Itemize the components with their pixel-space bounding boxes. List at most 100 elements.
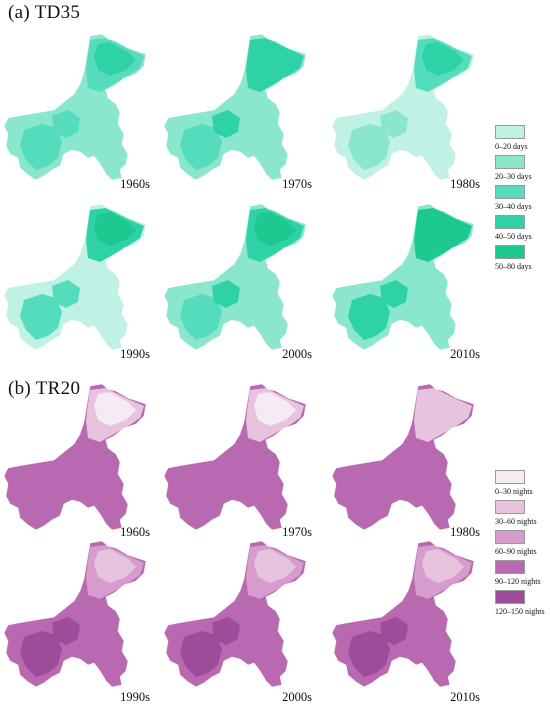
legend-td35: 0–20 days 20–30 days 30–40 days 40–50 da… — [495, 125, 550, 275]
legend-item: 20–30 days — [495, 155, 550, 185]
region-southwest-zone — [348, 474, 390, 520]
map-td35-2000s — [162, 200, 307, 360]
region-northeast-core-zone — [94, 392, 136, 426]
region-southwest-zone — [20, 631, 62, 677]
legend-item: 50–80 days — [495, 245, 550, 275]
region-center-zone — [52, 110, 80, 138]
legend-label: 120–150 nights — [495, 607, 545, 616]
region-center-zone — [212, 617, 240, 645]
legend-item: 40–50 days — [495, 215, 550, 245]
decade-label: 2000s — [282, 690, 312, 704]
legend-tr20: 0–30 nights 30–60 nights 60–90 nights 90… — [495, 470, 550, 620]
region-northeast-core-zone — [422, 42, 464, 76]
legend-item: 0–20 days — [495, 125, 550, 155]
decade-label: 1970s — [282, 177, 312, 191]
region-center-zone — [212, 110, 240, 138]
region-northeast-core-zone — [422, 212, 464, 246]
region-map-svg — [331, 383, 475, 531]
legend-item: 0–30 nights — [495, 470, 550, 500]
region-outline — [331, 33, 475, 181]
legend-label: 20–30 days — [495, 172, 532, 181]
region-center-zone — [52, 617, 80, 645]
region-northeast-core-zone — [94, 42, 136, 76]
region-map-svg — [3, 203, 147, 351]
region-outline — [3, 203, 147, 351]
region-map-svg — [163, 383, 307, 531]
region-southwest-zone — [180, 631, 222, 677]
region-outline — [163, 383, 307, 531]
map-tr20-2000s — [162, 537, 307, 697]
region-southwest-zone — [20, 294, 62, 340]
region-map-svg — [163, 33, 307, 181]
decade-label: 2000s — [282, 347, 312, 361]
legend-swatch — [495, 560, 525, 574]
legend-swatch — [495, 215, 525, 229]
legend-swatch — [495, 500, 525, 514]
region-map-svg — [3, 33, 147, 181]
decade-label: 1980s — [450, 177, 480, 191]
map-tr20-1980s — [330, 380, 475, 540]
legend-label: 30–40 days — [495, 202, 532, 211]
panel-a-title: (a) TD35 — [8, 2, 81, 23]
region-center-zone — [52, 460, 80, 488]
legend-swatch — [495, 125, 525, 139]
region-southwest-zone — [180, 474, 222, 520]
map-td35-1990s — [2, 200, 147, 360]
region-southwest-zone — [348, 294, 390, 340]
region-map-svg — [331, 540, 475, 688]
legend-item: 30–60 nights — [495, 500, 550, 530]
region-outline — [3, 33, 147, 181]
region-northeast-core-zone — [254, 212, 296, 246]
decade-label: 2010s — [450, 690, 480, 704]
legend-label: 0–30 nights — [495, 487, 533, 496]
region-map-svg — [3, 540, 147, 688]
legend-label: 50–80 days — [495, 262, 532, 271]
legend-label: 90–120 nights — [495, 577, 541, 586]
legend-label: 30–60 nights — [495, 517, 537, 526]
legend-swatch — [495, 245, 525, 259]
region-map-svg — [331, 203, 475, 351]
region-northeast-core-zone — [94, 212, 136, 246]
region-map-svg — [163, 540, 307, 688]
map-tr20-1960s — [2, 380, 147, 540]
region-outline — [163, 540, 307, 688]
legend-swatch — [495, 530, 525, 544]
map-td35-1960s — [2, 30, 147, 190]
legend-item: 90–120 nights — [495, 560, 550, 590]
legend-item: 30–40 days — [495, 185, 550, 215]
region-center-zone — [52, 280, 80, 308]
region-northeast-core-zone — [94, 549, 136, 583]
decade-label: 1990s — [120, 347, 150, 361]
legend-label: 40–50 days — [495, 232, 532, 241]
map-tr20-1990s — [2, 537, 147, 697]
decade-label: 1990s — [120, 690, 150, 704]
legend-label: 0–20 days — [495, 142, 528, 151]
region-map-svg — [163, 203, 307, 351]
map-tr20-2010s — [330, 537, 475, 697]
decade-label: 2010s — [450, 347, 480, 361]
legend-item: 120–150 nights — [495, 590, 550, 620]
legend-label: 60–90 nights — [495, 547, 537, 556]
map-td35-2010s — [330, 200, 475, 360]
region-outline — [163, 203, 307, 351]
map-tr20-1970s — [162, 380, 307, 540]
decade-label: 1980s — [450, 525, 480, 539]
decade-label: 1960s — [120, 177, 150, 191]
region-center-zone — [212, 280, 240, 308]
legend-swatch — [495, 590, 525, 604]
region-northeast-core-zone — [422, 549, 464, 583]
region-southwest-zone — [180, 294, 222, 340]
legend-swatch — [495, 185, 525, 199]
legend-item: 60–90 nights — [495, 530, 550, 560]
region-outline — [163, 33, 307, 181]
region-outline — [331, 203, 475, 351]
region-southwest-zone — [20, 124, 62, 170]
region-outline — [3, 383, 147, 531]
region-outline — [331, 383, 475, 531]
region-center-zone — [380, 617, 408, 645]
region-center-zone — [212, 460, 240, 488]
legend-swatch — [495, 470, 525, 484]
region-outline — [3, 540, 147, 688]
map-td35-1970s — [162, 30, 307, 190]
map-td35-1980s — [330, 30, 475, 190]
